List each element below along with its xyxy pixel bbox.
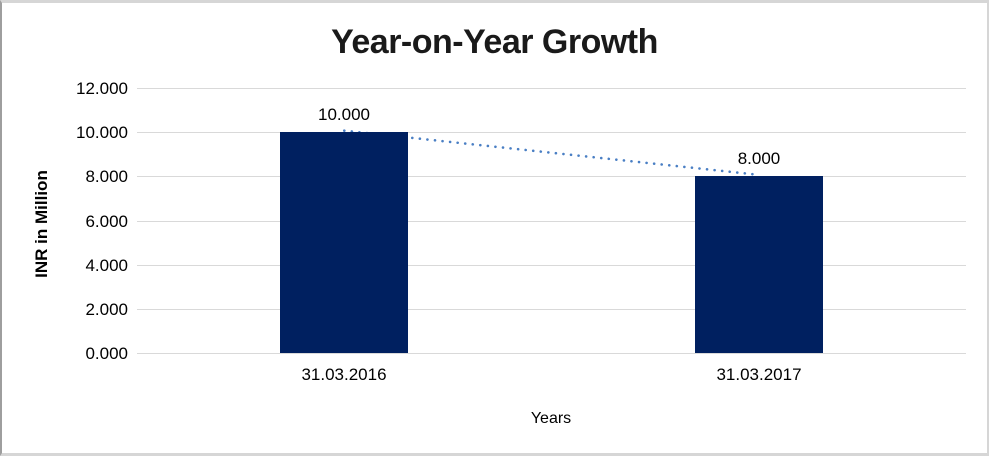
gridline [137, 176, 966, 177]
bar [695, 176, 823, 353]
y-tick-label: 10.000 [76, 123, 128, 142]
y-tick-label: 8.000 [85, 167, 128, 186]
chart-title: Year-on-Year Growth [331, 23, 658, 61]
bar-data-label: 10.000 [318, 105, 370, 124]
y-tick-label: 6.000 [85, 212, 128, 231]
gridline [137, 309, 966, 310]
bar [280, 132, 408, 353]
x-category-label: 31.03.2017 [716, 365, 802, 384]
x-category-label: 31.03.2016 [301, 365, 387, 384]
y-tick-label: 2.000 [85, 300, 128, 319]
x-axis-title: Years [530, 410, 572, 427]
y-tick-label: 0.000 [85, 344, 128, 363]
gridline [137, 265, 966, 266]
gridline [137, 88, 966, 89]
y-tick-label: 4.000 [85, 256, 128, 275]
gridline [137, 221, 966, 222]
y-tick-label: 12.000 [76, 79, 128, 98]
bar-data-label: 8.000 [737, 149, 781, 168]
gridline [137, 353, 966, 354]
gridline [137, 132, 966, 133]
